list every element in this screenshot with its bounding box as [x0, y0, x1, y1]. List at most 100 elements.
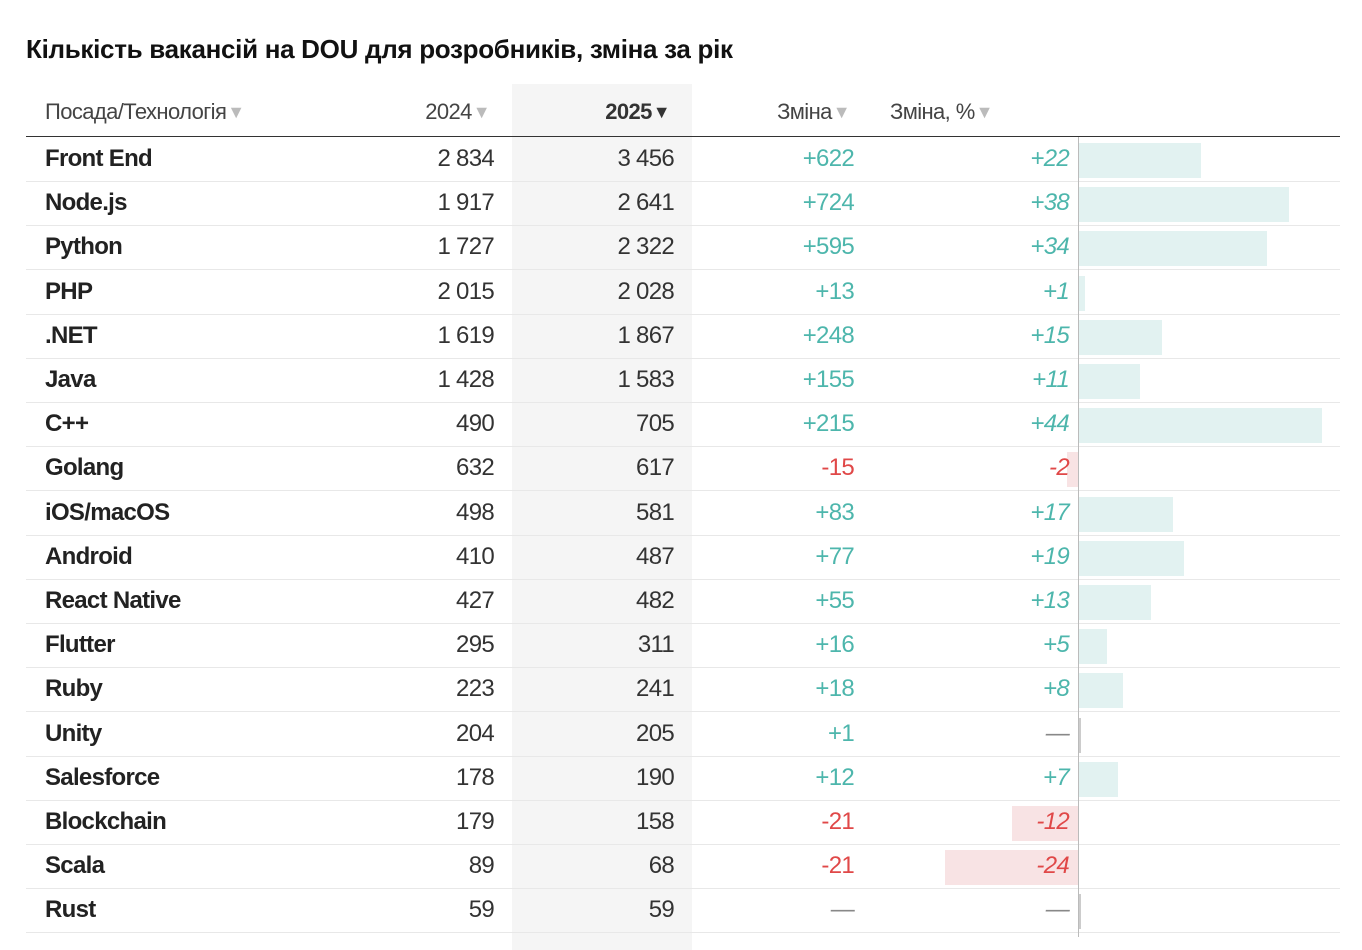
change-bar	[1079, 496, 1173, 532]
change-bar	[1079, 187, 1290, 223]
change-pct-value: —	[1045, 896, 1070, 924]
technology-name: Golang	[45, 454, 124, 482]
sort-icon: ▼	[975, 101, 994, 122]
count-2024: 498	[456, 498, 495, 526]
change-value: +724	[802, 189, 855, 217]
table-row: Golang 632 617 -15 -2	[26, 446, 1340, 492]
technology-name: Ruby	[45, 675, 103, 703]
change-pct-value: +17	[1030, 498, 1069, 526]
change-value: +77	[815, 542, 854, 570]
count-2024: 1 428	[437, 366, 494, 393]
count-2024: 1 917	[437, 189, 494, 217]
change-value: -21	[821, 808, 854, 835]
count-2025: 1 583	[617, 366, 674, 393]
change-bar	[1011, 806, 1078, 841]
change-value: +215	[802, 410, 855, 438]
technology-name: C++	[45, 410, 89, 438]
change-pct-value: +19	[1030, 542, 1069, 570]
change-bar	[1079, 673, 1124, 709]
header-position-label: Посада/Технологія	[45, 99, 227, 124]
change-bar	[1079, 319, 1162, 355]
count-2024: 59	[468, 896, 495, 924]
change-pct-value: -2	[1049, 454, 1070, 482]
change-value: +55	[815, 587, 854, 614]
count-2025: 241	[636, 675, 675, 703]
technology-name: PHP	[45, 277, 93, 305]
change-pct-value: +8	[1043, 675, 1070, 703]
count-2024: 295	[456, 631, 495, 659]
change-bar	[1079, 585, 1151, 620]
count-2025: 581	[636, 498, 675, 526]
table-row: Java 1 428 1 583 +155 +11	[26, 358, 1340, 403]
change-bar	[1079, 629, 1107, 665]
technology-name: Node.js	[45, 189, 127, 217]
count-2025: 68	[648, 852, 675, 880]
change-pct-value: +15	[1030, 321, 1069, 349]
change-pct-value: +34	[1030, 233, 1069, 261]
header-change-pct-label: Зміна, %	[890, 99, 975, 124]
change-bar	[1079, 231, 1268, 267]
technology-name: Android	[45, 542, 133, 570]
change-value: +18	[815, 675, 854, 703]
table-row: Node.js 1 917 2 641 +724 +38	[26, 181, 1340, 227]
technology-name: Blockchain	[45, 808, 167, 835]
change-value: +595	[802, 233, 855, 261]
change-bar	[1079, 275, 1085, 311]
technology-name: Java	[45, 366, 96, 393]
technology-name: Flutter	[45, 631, 115, 659]
technology-name: Rust	[45, 896, 96, 924]
count-2025: 482	[636, 587, 675, 614]
table-row: .NET 1 619 1 867 +248 +15	[26, 314, 1340, 359]
header-2024[interactable]: 2024 ▼	[380, 96, 490, 128]
change-pct-value: -12	[1036, 808, 1069, 835]
technology-name: .NET	[45, 321, 98, 349]
table-row: React Native 427 482 +55 +13	[26, 579, 1340, 624]
count-2024: 179	[456, 808, 495, 835]
change-pct-value: +13	[1030, 587, 1069, 614]
header-divider	[26, 136, 1340, 137]
count-2024: 2 834	[437, 145, 494, 172]
table-row: Blockchain 179 158 -21 -12	[26, 800, 1340, 845]
count-2025: 311	[637, 631, 675, 659]
change-bar	[1066, 452, 1078, 488]
count-2025: 205	[636, 719, 675, 747]
change-bar	[1079, 540, 1185, 576]
change-value: +12	[815, 763, 854, 791]
change-pct-value: +38	[1030, 189, 1069, 217]
table-row: C++ 490 705 +215 +44	[26, 402, 1340, 448]
change-bar	[1079, 364, 1140, 399]
header-2025-label: 2025	[605, 99, 652, 124]
count-2024: 1 727	[437, 233, 494, 261]
table-title: Кількість вакансій на DOU для розробникі…	[26, 34, 733, 64]
count-2025: 59	[648, 896, 675, 924]
count-2024: 223	[456, 675, 495, 703]
header-position[interactable]: Посада/Технологія ▼	[45, 96, 245, 128]
technology-name: React Native	[45, 587, 181, 614]
change-bar	[1079, 408, 1323, 444]
table-row: PHP 2 015 2 028 +13 +1	[26, 270, 1340, 315]
header-2025[interactable]: 2025 ▼	[560, 96, 670, 128]
table-row: iOS/macOS 498 581 +83 +17	[26, 491, 1340, 536]
bar-zero-axis	[1078, 137, 1079, 937]
technology-name: Unity	[45, 719, 102, 747]
count-2025: 705	[636, 410, 675, 438]
header-change[interactable]: Зміна ▼	[720, 96, 851, 128]
change-bar	[1079, 761, 1118, 797]
table-row: Ruby 223 241 +18 +8	[26, 667, 1340, 713]
count-2025: 158	[636, 808, 675, 835]
count-2025: 617	[636, 454, 675, 482]
change-value: —	[830, 896, 855, 924]
header-2024-label: 2024	[425, 99, 472, 124]
table-row: Flutter 295 311 +16 +5	[26, 623, 1340, 669]
sort-icon: ▼	[227, 101, 245, 122]
technology-name: Front End	[45, 145, 153, 172]
count-2024: 490	[456, 410, 495, 438]
header-change-pct[interactable]: Зміна, % ▼	[890, 96, 993, 128]
change-value: +622	[802, 145, 855, 172]
count-2024: 204	[456, 719, 495, 747]
change-value: +248	[802, 321, 855, 349]
change-value: +1	[828, 719, 855, 747]
technology-name: Python	[45, 233, 123, 261]
change-value: +83	[815, 498, 854, 526]
count-2024: 1 619	[437, 321, 494, 349]
